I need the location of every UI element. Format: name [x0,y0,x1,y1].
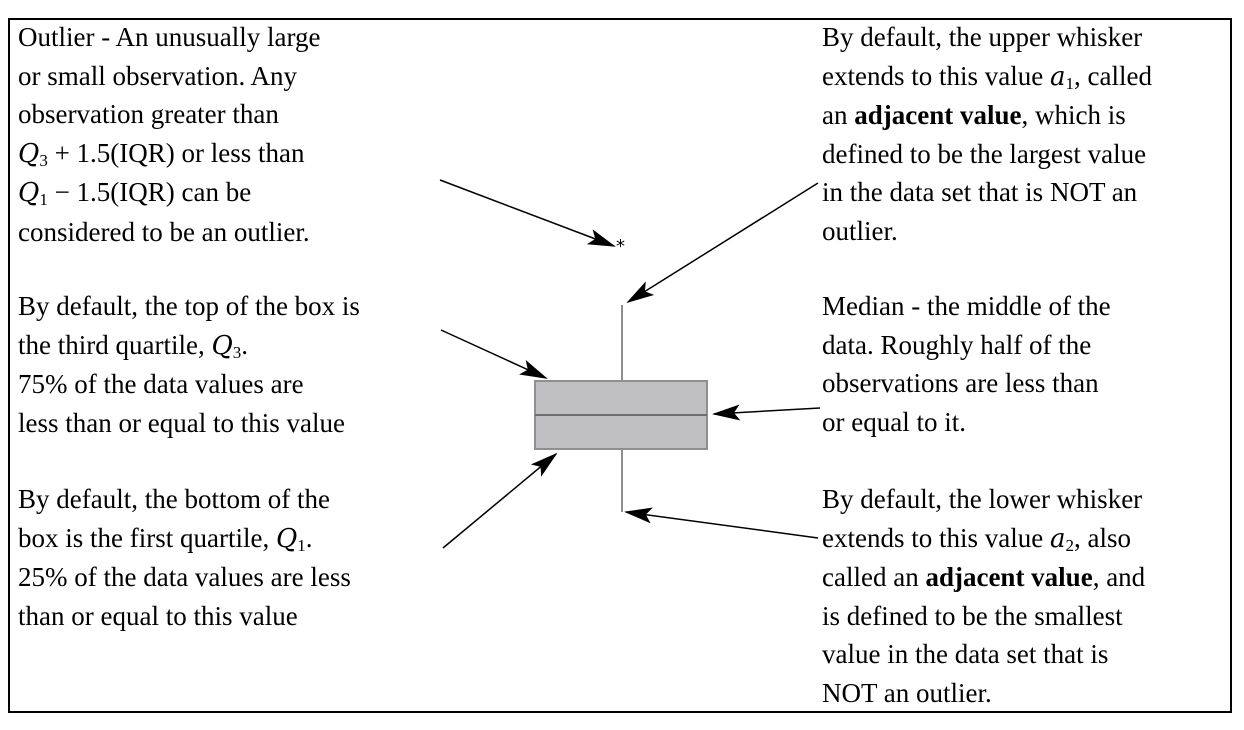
outlier-note: Outlier - An unusually large or small ob… [18,18,320,251]
q3-note-line-2: the third quartile, Q3. [18,326,360,366]
outlier-note-line-3: observation greater than [18,99,279,129]
median-note: Median - the middle of the data. Roughly… [822,287,1111,441]
upper-note-an: an [822,100,855,130]
upper-note-line-3: an adjacent value, which is [822,96,1152,135]
q3-note-line-3: 75% of the data values are [18,369,304,399]
adjacent-value-term: adjacent value [854,100,1022,130]
third-quartile-note: By default, the top of the box is the th… [18,287,360,442]
q3-subscript: 3 [232,342,242,362]
q3-note-line-1: By default, the top of the box is [18,291,360,321]
q1-note-line-3: 25% of the data values are less [18,562,351,592]
lower-note-text: extends to this value [822,522,1050,553]
outlier-note-line-4: Q3 + 1.5(IQR) or less than [18,134,320,174]
first-quartile-note: By default, the bottom of the box is the… [18,480,351,635]
q3-subscript: 3 [39,150,48,170]
q3-note-period: . [241,329,249,360]
q1-note-line-1: By default, the bottom of the [18,484,330,514]
upper-note-line-1: By default, the upper whisker [822,22,1143,52]
upper-whisker-note: By default, the upper whisker extends to… [822,18,1152,250]
q3-note-text: the third quartile, [18,329,212,360]
lower-note-also: , also [1073,522,1131,553]
q3-symbol: Q [18,138,40,169]
lower-note-line-6: NOT an outlier. [822,677,992,708]
q1-symbol: Q [275,523,298,554]
outlier-marker: * [616,236,625,257]
lower-note-line-1: By default, the lower whisker [822,484,1143,514]
outlier-note-line-6: considered to be an outlier. [18,216,310,247]
outlier-lower-fence-text: − 1.5(IQR) can be [47,177,252,207]
lower-note-line-2: extends to this value a2, also [822,519,1145,559]
median-note-line-2: data. Roughly half of the [822,329,1092,360]
upper-note-line-5: in the data set that is NOT an [822,177,1138,207]
median-note-line-4: or equal to it. [822,406,966,437]
outlier-note-line-5: Q1 − 1.5(IQR) can be [18,173,320,213]
outlier-note-line-2: or small observation. Any [18,60,297,91]
lower-note-and: , and [1092,562,1146,592]
lower-note-line-4: is defined to be the smallest [822,600,1123,631]
q3-note-line-4: less than or equal to this value [18,407,345,438]
adjacent-value-term: adjacent value [925,562,1093,592]
q1-note-line-2: box is the first quartile, Q1. [18,519,351,559]
upper-note-text: extends to this value [822,60,1050,91]
lower-note-line-5: value in the data set that is [822,639,1109,669]
q1-subscript: 1 [297,535,306,555]
q1-symbol: Q [18,178,40,208]
upper-note-which-is: , which is [1021,100,1126,130]
lower-note-line-3: called an adjacent value, and [822,558,1145,597]
a1-symbol: a [1049,61,1066,92]
q3-symbol: Q [211,330,233,361]
q1-note-period: . [305,522,313,553]
q1-subscript: 1 [39,190,48,209]
median-note-line-1: Median - the middle of the [822,291,1111,321]
q1-note-line-4: than or equal to this value [18,600,298,631]
upper-note-line-6: outlier. [822,215,898,246]
diagram-frame [8,18,1232,713]
a2-symbol: a [1049,523,1066,554]
q1-note-text: box is the first quartile, [18,522,276,553]
lower-note-called-an: called an [822,562,926,592]
upper-note-called: , called [1073,60,1152,91]
outlier-upper-fence-text: + 1.5(IQR) or less than [47,137,305,168]
upper-note-line-4: defined to be the largest value [822,138,1147,169]
a2-subscript: 2 [1065,535,1074,555]
upper-note-line-2: extends to this value a1, called [822,57,1152,97]
a1-subscript: 1 [1065,73,1074,93]
median-note-line-3: observations are less than [822,368,1099,398]
outlier-note-line-1: Outlier - An unusually large [18,22,321,52]
lower-whisker-note: By default, the lower whisker extends to… [822,480,1145,712]
